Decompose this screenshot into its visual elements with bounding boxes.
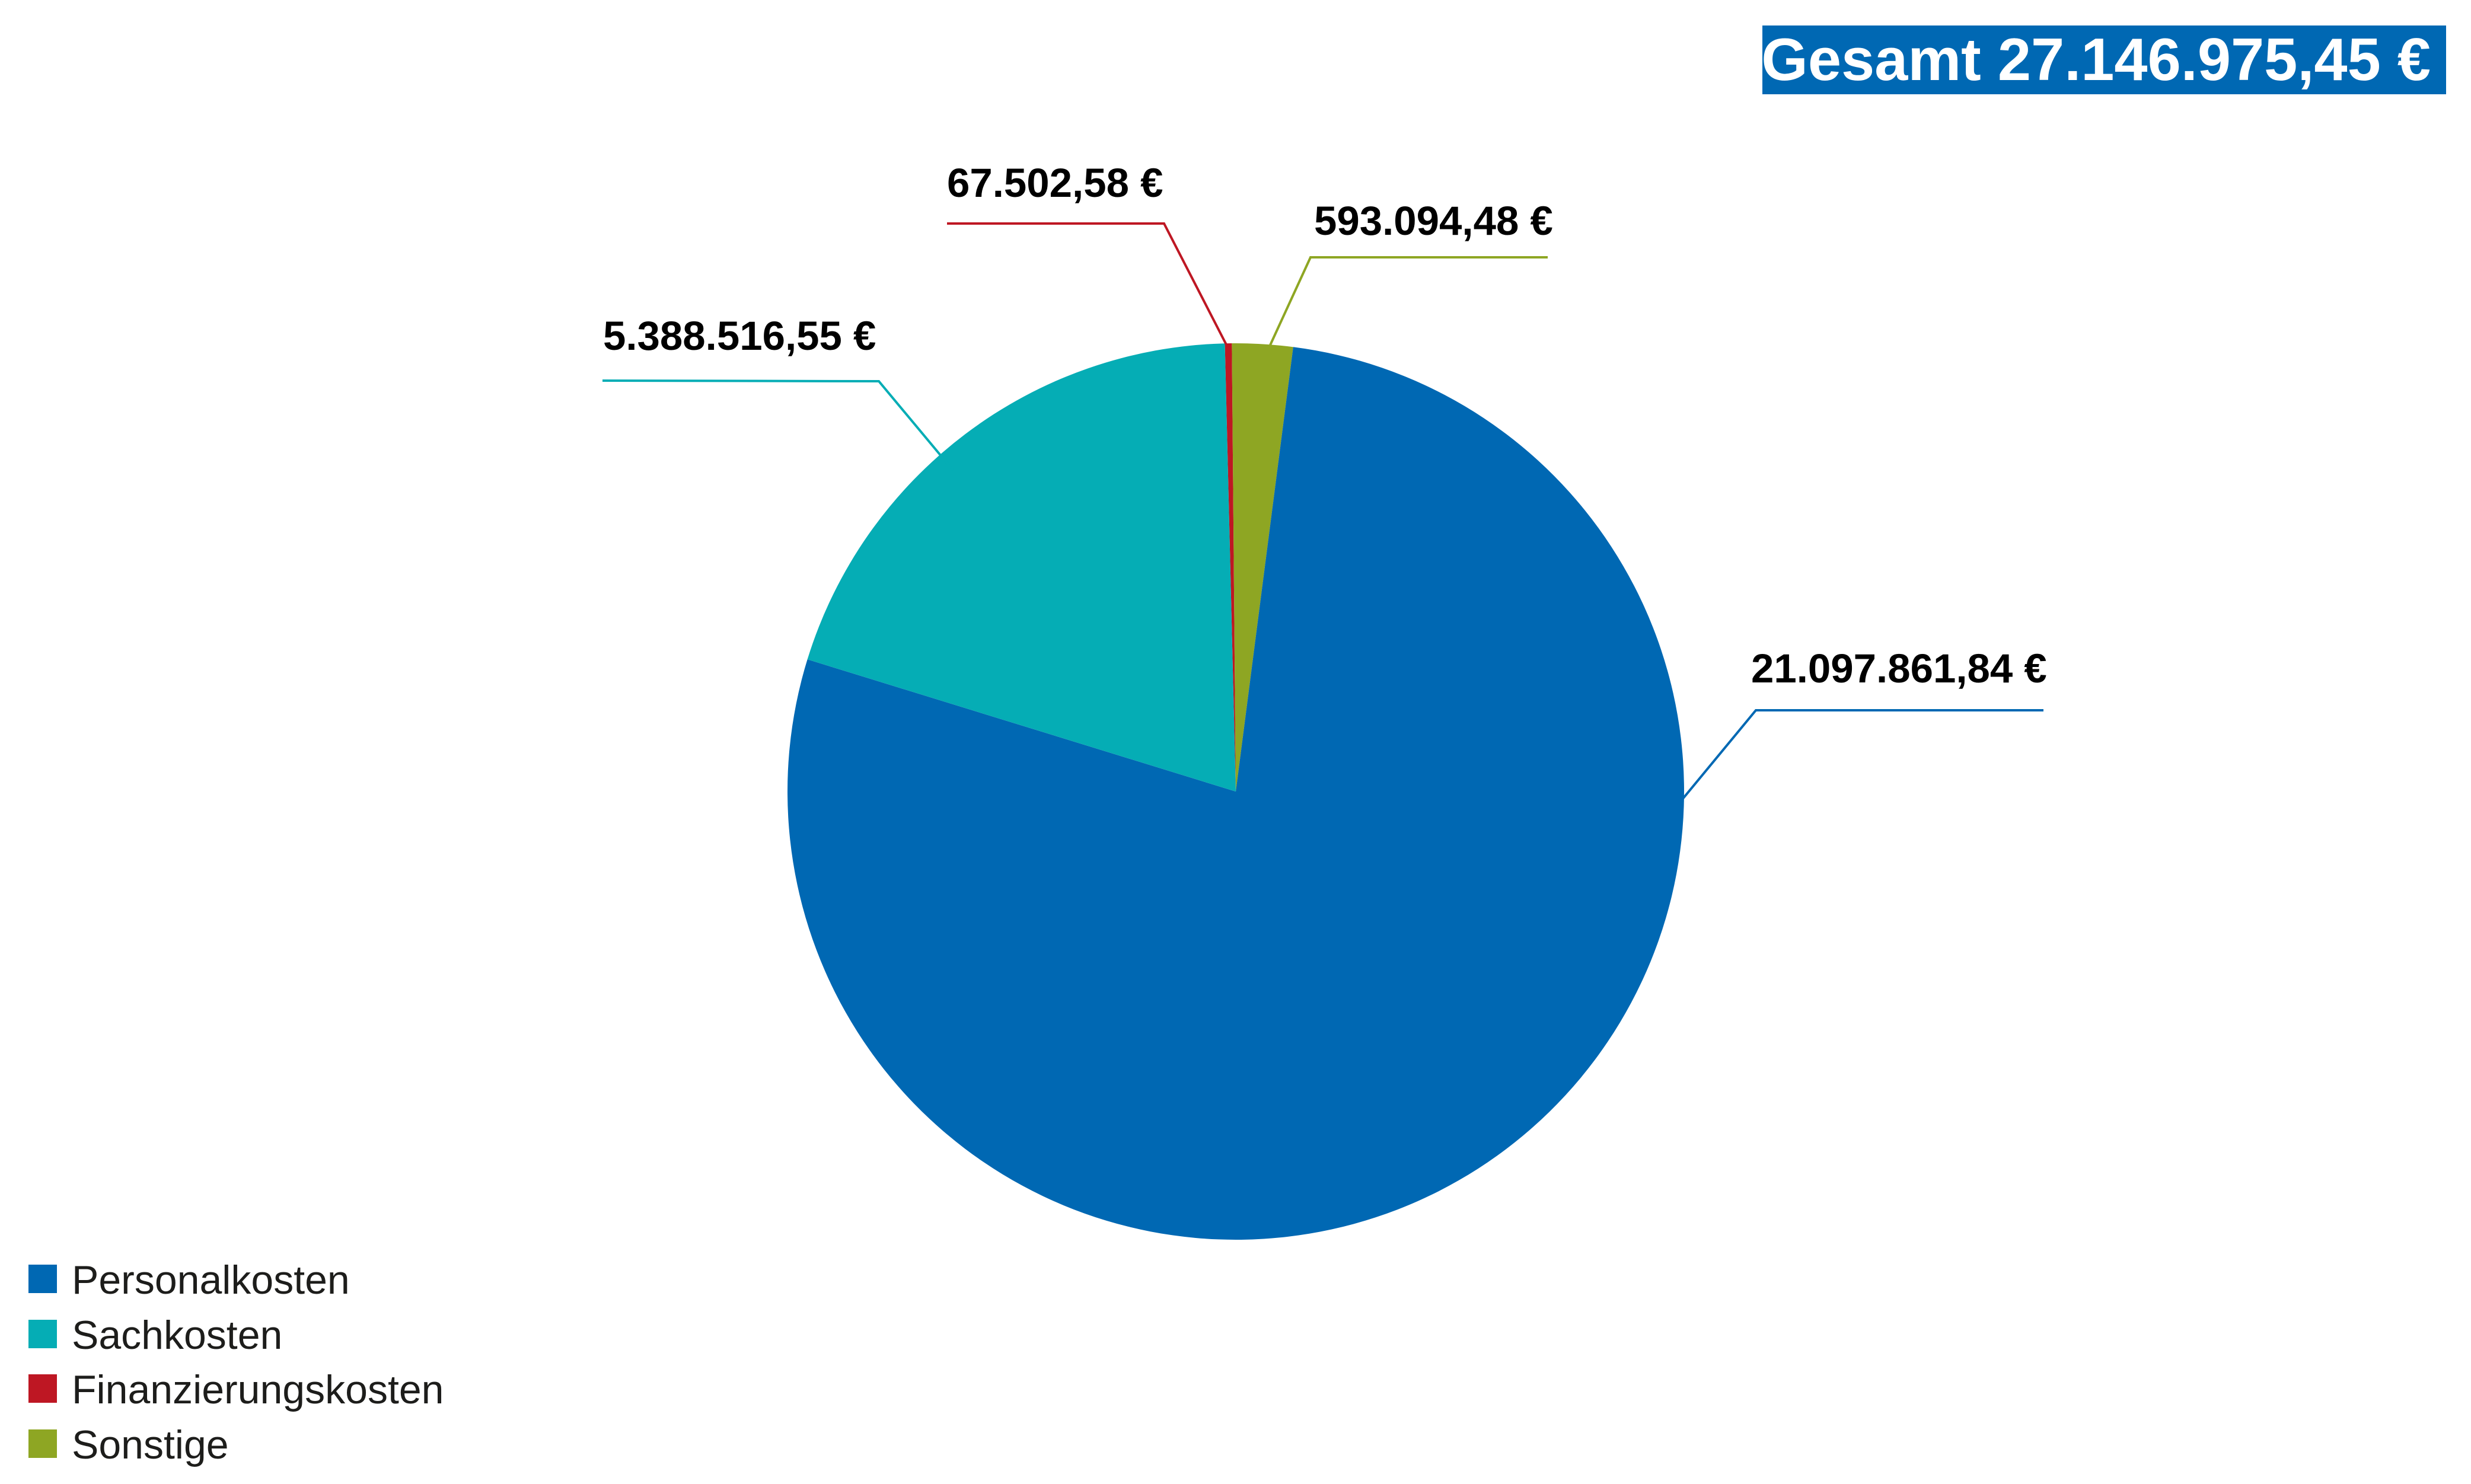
legend-label: Finanzierungskosten (72, 1367, 444, 1412)
total-badge: Gesamt 27.146.975,45 € (1761, 25, 2446, 94)
legend-item-personalkosten: Personalkosten (28, 1258, 444, 1303)
leader-lines (602, 222, 2043, 800)
pie-slice-personalkosten (787, 347, 1684, 1240)
pie-slices (787, 343, 1684, 1240)
legend: Personalkosten Sachkosten Finanzierungsk… (28, 1258, 444, 1484)
leader-line-personalkosten (1682, 709, 2043, 800)
legend-swatch-icon (28, 1374, 57, 1403)
legend-swatch-icon (28, 1265, 57, 1293)
legend-swatch-icon (28, 1429, 57, 1458)
total-label: Gesamt 27.146.975,45 € (1761, 27, 2431, 93)
legend-item-sonstige: Sonstige (28, 1422, 444, 1467)
legend-item-finanzierungskosten: Finanzierungskosten (28, 1367, 444, 1412)
pie-slice-sachkosten (807, 343, 1236, 792)
pie-slice-finanzierungskosten (1225, 343, 1236, 792)
pie-slice-sonstige (1232, 343, 1293, 792)
legend-label: Sachkosten (72, 1312, 283, 1358)
value-label-personalkosten: 21.097.861,84 € (1751, 646, 2047, 691)
value-label-sonstige: 593.094,48 € (1314, 198, 1553, 244)
legend-swatch-icon (28, 1319, 57, 1348)
legend-label: Sonstige (72, 1422, 229, 1467)
legend-label: Personalkosten (72, 1258, 350, 1303)
leader-line-sachkosten (602, 379, 954, 471)
value-label-finanzierungskosten: 67.502,58 € (947, 160, 1163, 206)
leader-line-sonstige (1269, 256, 1548, 346)
leader-line-finanzierungskosten (947, 222, 1230, 351)
legend-item-sachkosten: Sachkosten (28, 1312, 444, 1358)
value-label-sachkosten: 5.388.516,55 € (603, 313, 876, 359)
